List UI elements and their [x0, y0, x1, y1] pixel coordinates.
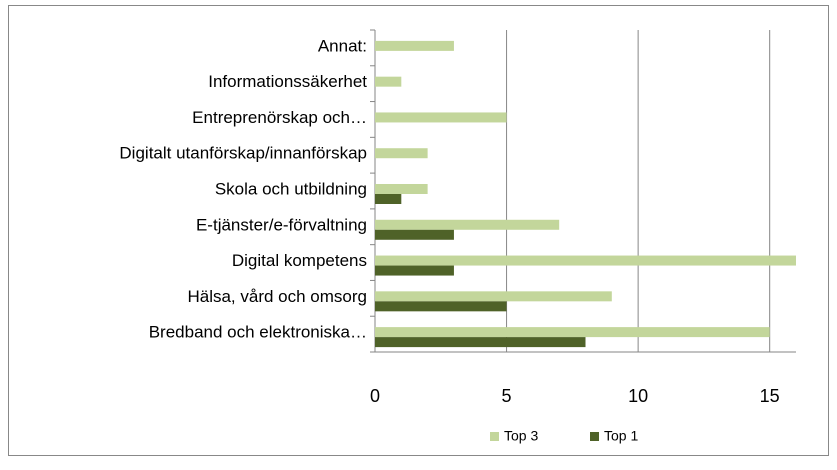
bar [375, 327, 770, 338]
bar [375, 229, 454, 240]
bar [375, 301, 507, 312]
bar [375, 194, 402, 204]
y-tick-label: Skola och utbildning [215, 179, 367, 198]
y-tick-label: Bredband och elektroniska… [149, 323, 367, 342]
x-tick-label: 0 [370, 386, 380, 406]
bar [375, 219, 560, 230]
bar [375, 291, 612, 302]
legend-swatch [490, 432, 499, 441]
bar [375, 76, 402, 87]
y-tick-label: Digital kompetens [232, 251, 367, 270]
y-tick-label: Annat: [318, 36, 367, 55]
bar [375, 148, 428, 159]
legend-swatch [590, 432, 599, 441]
bar [375, 337, 586, 348]
y-tick-label: Hälsa, vård och omsorg [187, 287, 367, 306]
x-tick-label: 10 [628, 386, 648, 406]
y-tick-label: Entreprenörskap och… [192, 108, 367, 127]
legend-label: Top 3 [504, 428, 538, 444]
y-tick-label: Informationssäkerhet [208, 72, 367, 91]
legend-label: Top 1 [604, 428, 638, 444]
bar [375, 40, 454, 51]
x-tick-label: 15 [760, 386, 780, 406]
y-tick-label: Digitalt utanförskap/innanförskap [119, 144, 367, 163]
y-tick-label: E-tjänster/e-förvaltning [196, 215, 367, 234]
x-tick-label: 5 [502, 386, 512, 406]
bar [375, 112, 507, 123]
bar [375, 255, 796, 266]
bar [375, 184, 428, 194]
bar [375, 265, 454, 276]
